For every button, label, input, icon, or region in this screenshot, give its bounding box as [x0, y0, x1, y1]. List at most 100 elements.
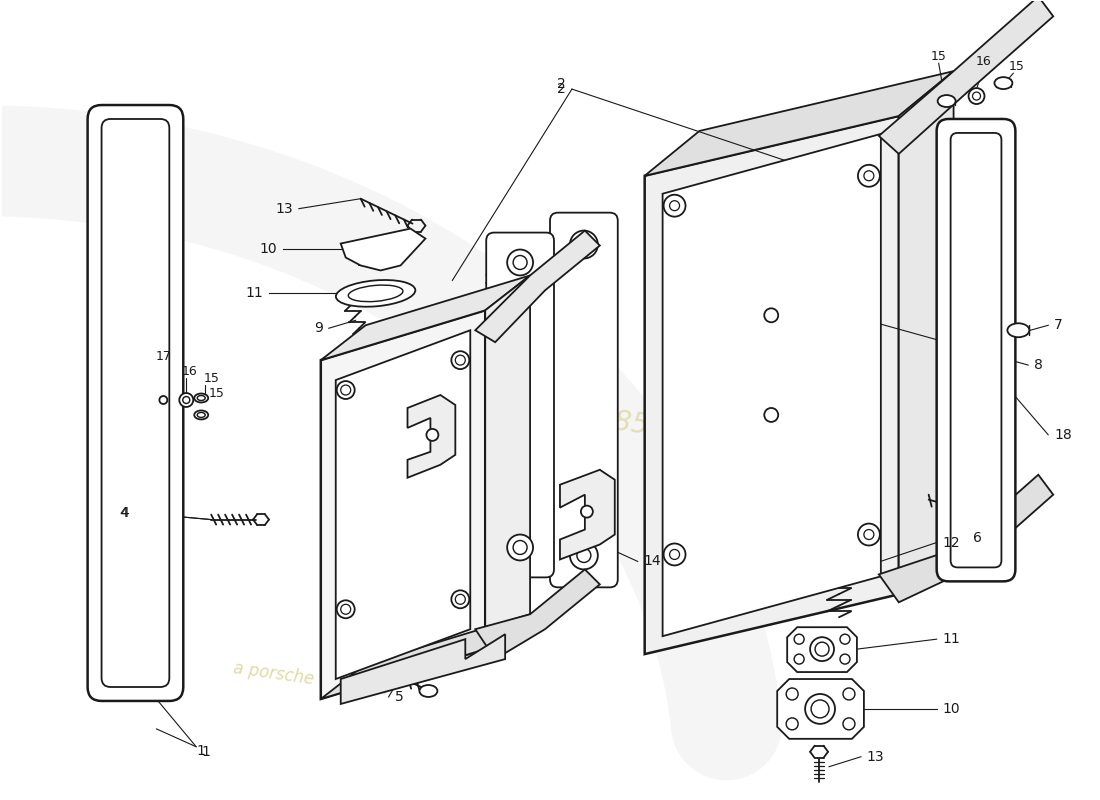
- Circle shape: [972, 92, 980, 100]
- Text: 3: 3: [487, 586, 496, 599]
- Text: 15: 15: [204, 371, 219, 385]
- Polygon shape: [879, 0, 1053, 154]
- Circle shape: [815, 642, 829, 656]
- Circle shape: [455, 355, 465, 365]
- Text: 16: 16: [182, 365, 197, 378]
- Ellipse shape: [978, 511, 996, 522]
- Text: 18: 18: [1054, 428, 1072, 442]
- Circle shape: [843, 688, 855, 700]
- Text: 11: 11: [245, 286, 263, 300]
- Text: 14: 14: [387, 436, 405, 450]
- Circle shape: [341, 385, 351, 395]
- Circle shape: [811, 700, 829, 718]
- Circle shape: [858, 523, 880, 546]
- Polygon shape: [341, 634, 505, 704]
- Circle shape: [337, 600, 354, 618]
- Circle shape: [794, 634, 804, 644]
- Ellipse shape: [195, 410, 208, 419]
- Circle shape: [858, 165, 880, 186]
- Polygon shape: [341, 229, 426, 270]
- FancyBboxPatch shape: [550, 213, 618, 587]
- Ellipse shape: [197, 395, 206, 401]
- Circle shape: [427, 429, 439, 441]
- FancyBboxPatch shape: [937, 119, 1015, 582]
- Circle shape: [764, 308, 778, 322]
- Polygon shape: [879, 474, 1053, 602]
- Circle shape: [968, 88, 984, 104]
- Polygon shape: [560, 470, 615, 559]
- Polygon shape: [788, 627, 857, 672]
- FancyBboxPatch shape: [88, 105, 184, 701]
- Circle shape: [576, 549, 591, 562]
- Circle shape: [507, 534, 534, 561]
- Polygon shape: [662, 134, 881, 636]
- Polygon shape: [475, 570, 600, 659]
- Polygon shape: [336, 330, 471, 679]
- Text: 6: 6: [972, 530, 981, 545]
- Circle shape: [864, 530, 873, 539]
- Text: 16: 16: [976, 54, 991, 68]
- Circle shape: [451, 351, 470, 369]
- FancyBboxPatch shape: [950, 133, 1001, 567]
- Circle shape: [179, 393, 194, 407]
- Circle shape: [455, 594, 465, 604]
- Polygon shape: [475, 230, 600, 342]
- Ellipse shape: [994, 77, 1012, 89]
- Text: 7: 7: [1054, 318, 1063, 332]
- Circle shape: [663, 543, 685, 566]
- Circle shape: [513, 541, 527, 554]
- Text: 14: 14: [644, 554, 661, 569]
- Circle shape: [840, 654, 850, 664]
- Circle shape: [810, 637, 834, 661]
- Polygon shape: [407, 395, 455, 478]
- Text: 11: 11: [943, 632, 960, 646]
- Text: 1: 1: [201, 745, 210, 758]
- Circle shape: [513, 255, 527, 270]
- Circle shape: [576, 238, 591, 251]
- Circle shape: [337, 381, 354, 399]
- Text: 9: 9: [314, 322, 322, 335]
- Polygon shape: [321, 310, 485, 699]
- Text: 2: 2: [558, 77, 565, 91]
- Circle shape: [670, 201, 680, 210]
- Text: 15: 15: [1009, 60, 1024, 73]
- Text: a porsche diagram: a porsche diagram: [232, 659, 389, 698]
- Circle shape: [670, 550, 680, 559]
- Circle shape: [570, 542, 597, 570]
- Circle shape: [183, 397, 190, 403]
- Text: 15: 15: [208, 386, 224, 399]
- Text: 13: 13: [867, 750, 884, 764]
- Text: 15: 15: [931, 50, 947, 62]
- Polygon shape: [645, 116, 899, 654]
- Circle shape: [794, 654, 804, 664]
- Ellipse shape: [336, 280, 416, 306]
- Circle shape: [160, 396, 167, 404]
- Circle shape: [843, 718, 855, 730]
- Polygon shape: [778, 679, 864, 739]
- Circle shape: [786, 718, 799, 730]
- Ellipse shape: [349, 285, 403, 302]
- FancyBboxPatch shape: [486, 233, 554, 578]
- Circle shape: [581, 506, 593, 518]
- Text: 1: 1: [197, 744, 206, 758]
- Text: 12: 12: [943, 535, 960, 550]
- Text: 4: 4: [120, 506, 129, 520]
- Ellipse shape: [1008, 323, 1030, 338]
- Circle shape: [570, 230, 597, 258]
- Text: 2: 2: [558, 82, 565, 96]
- Circle shape: [451, 590, 470, 608]
- Circle shape: [805, 694, 835, 724]
- Ellipse shape: [419, 685, 438, 697]
- Ellipse shape: [197, 413, 206, 418]
- Text: 10: 10: [943, 702, 960, 716]
- Ellipse shape: [195, 394, 208, 402]
- Circle shape: [786, 688, 799, 700]
- Text: 8: 8: [1034, 358, 1043, 372]
- Text: 4: 4: [121, 506, 130, 520]
- FancyBboxPatch shape: [101, 119, 169, 687]
- Text: 3: 3: [484, 274, 492, 287]
- Ellipse shape: [937, 95, 956, 107]
- Polygon shape: [899, 71, 954, 594]
- Polygon shape: [645, 71, 954, 176]
- Polygon shape: [485, 275, 530, 649]
